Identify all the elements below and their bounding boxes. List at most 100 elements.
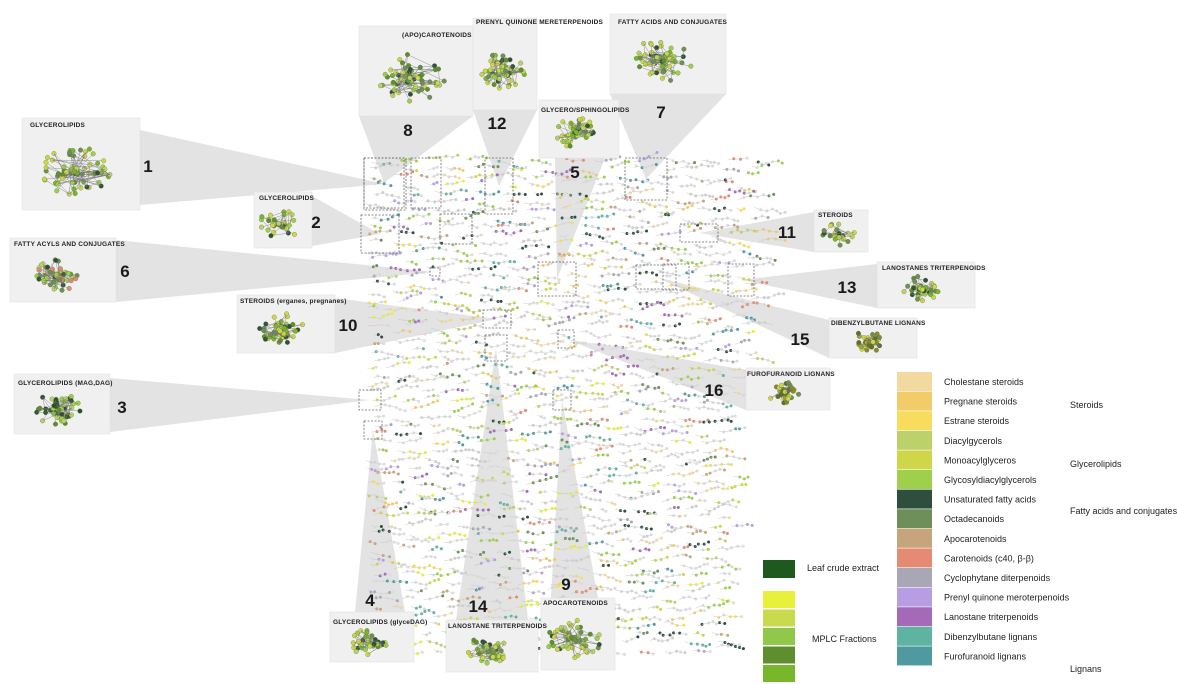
- network-node: [613, 502, 617, 506]
- network-node: [492, 437, 496, 441]
- network-node: [502, 342, 506, 346]
- network-node: [568, 168, 572, 172]
- network-node: [414, 159, 418, 163]
- network-node: [516, 200, 520, 204]
- network-node: [567, 315, 571, 319]
- network-node: [419, 194, 423, 198]
- network-node: [624, 258, 628, 262]
- network-node: [570, 238, 574, 242]
- network-node: [575, 419, 579, 423]
- network-node: [729, 463, 733, 467]
- network-node: [496, 331, 500, 335]
- network-node: [540, 174, 544, 178]
- network-node: [629, 520, 633, 524]
- network-node: [466, 281, 470, 285]
- callout-funnel: [355, 430, 405, 612]
- network-node: [556, 463, 560, 467]
- network-node: [708, 320, 712, 324]
- network-node: [389, 423, 393, 427]
- network-node: [570, 176, 574, 180]
- network-node: [586, 294, 590, 298]
- network-node: [445, 234, 449, 238]
- network-node: [735, 359, 739, 363]
- network-node: [471, 402, 475, 406]
- network-node: [688, 312, 692, 316]
- network-node: [544, 473, 548, 477]
- network-node: [435, 180, 439, 184]
- network-node: [586, 305, 590, 309]
- network-node: [730, 325, 734, 329]
- network-node: [637, 480, 641, 484]
- network-node: [730, 180, 734, 184]
- network-node: [694, 504, 698, 508]
- network-node: [442, 257, 446, 261]
- network-node: [657, 386, 661, 390]
- network-node: [497, 375, 501, 379]
- network-node: [589, 379, 593, 383]
- network-node: [476, 435, 480, 439]
- network-node: [437, 423, 441, 427]
- network-node: [599, 490, 603, 494]
- network-node: [602, 175, 606, 179]
- network-node: [623, 509, 627, 513]
- network-node: [747, 338, 751, 342]
- network-node: [480, 531, 484, 535]
- network-node: [486, 508, 490, 512]
- network-node: [407, 420, 411, 424]
- network-node: [648, 459, 652, 463]
- network-node: [419, 432, 423, 436]
- network-node: [463, 534, 467, 538]
- network-node: [754, 287, 758, 291]
- network-node: [496, 386, 500, 390]
- network-node: [636, 186, 640, 190]
- network-node: [397, 195, 401, 199]
- network-node: [616, 282, 620, 286]
- network-node: [458, 339, 462, 343]
- network-node: [458, 430, 462, 434]
- network-node: [382, 295, 386, 299]
- network-node: [743, 457, 747, 461]
- network-node: [509, 365, 513, 369]
- network-node: [576, 283, 580, 287]
- network-node: [690, 424, 694, 428]
- network-node: [582, 456, 586, 460]
- network-node: [418, 466, 422, 470]
- network-node: [509, 428, 513, 432]
- network-node: [703, 499, 707, 503]
- network-node: [771, 263, 775, 267]
- network-node: [508, 285, 512, 289]
- network-node: [726, 487, 730, 491]
- network-node: [445, 448, 449, 452]
- network-node: [490, 427, 494, 431]
- network-node: [403, 409, 407, 413]
- callout-funnel: [116, 240, 435, 302]
- network-node: [676, 367, 680, 371]
- network-node: [617, 312, 621, 316]
- network-node: [683, 247, 687, 251]
- network-node: [407, 361, 411, 365]
- network-node: [542, 387, 546, 391]
- network-node: [483, 502, 487, 506]
- network-node: [457, 176, 461, 180]
- network-node: [495, 173, 499, 177]
- network-node: [590, 243, 594, 247]
- network-node: [651, 489, 655, 493]
- network-node: [678, 230, 682, 234]
- network-node: [578, 461, 582, 465]
- network-node: [508, 468, 512, 472]
- network-node: [404, 307, 408, 311]
- network-node: [655, 273, 659, 277]
- network-node: [643, 466, 647, 470]
- network-node: [422, 271, 426, 275]
- network-node: [612, 227, 616, 231]
- network-node: [642, 431, 646, 435]
- network-node: [695, 469, 699, 473]
- network-node: [729, 419, 733, 423]
- network-node: [575, 395, 579, 399]
- network-node: [543, 490, 547, 494]
- network-node: [630, 325, 634, 329]
- network-node: [516, 451, 520, 455]
- network-node: [411, 231, 415, 235]
- network-node: [386, 356, 390, 360]
- network-node: [696, 449, 700, 453]
